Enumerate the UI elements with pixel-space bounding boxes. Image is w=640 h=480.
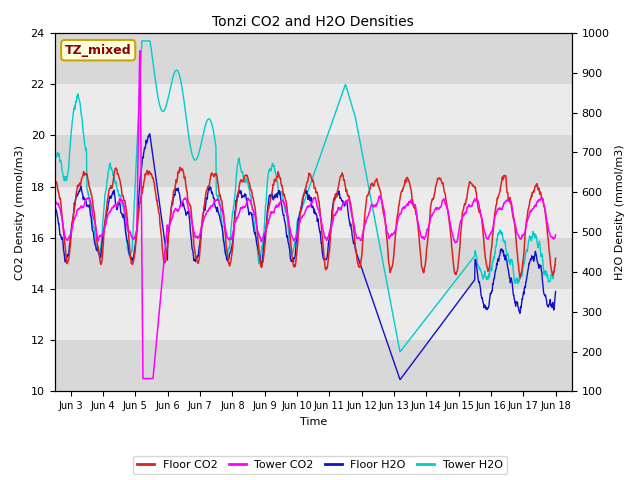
Y-axis label: H2O Density (mmol/m3): H2O Density (mmol/m3) [615, 144, 625, 280]
Text: TZ_mixed: TZ_mixed [65, 44, 131, 57]
Y-axis label: CO2 Density (mmol/m3): CO2 Density (mmol/m3) [15, 144, 25, 280]
X-axis label: Time: Time [300, 417, 327, 427]
Bar [54, 187, 572, 238]
Bar [54, 135, 572, 187]
Title: Tonzi CO2 and H2O Densities: Tonzi CO2 and H2O Densities [212, 15, 414, 29]
Bar [54, 84, 572, 135]
Legend: Floor CO2, Tower CO2, Floor H2O, Tower H2O: Floor CO2, Tower CO2, Floor H2O, Tower H… [133, 456, 507, 474]
Bar [54, 289, 572, 340]
Bar [54, 238, 572, 289]
Bar [54, 33, 572, 84]
Bar [54, 340, 572, 391]
